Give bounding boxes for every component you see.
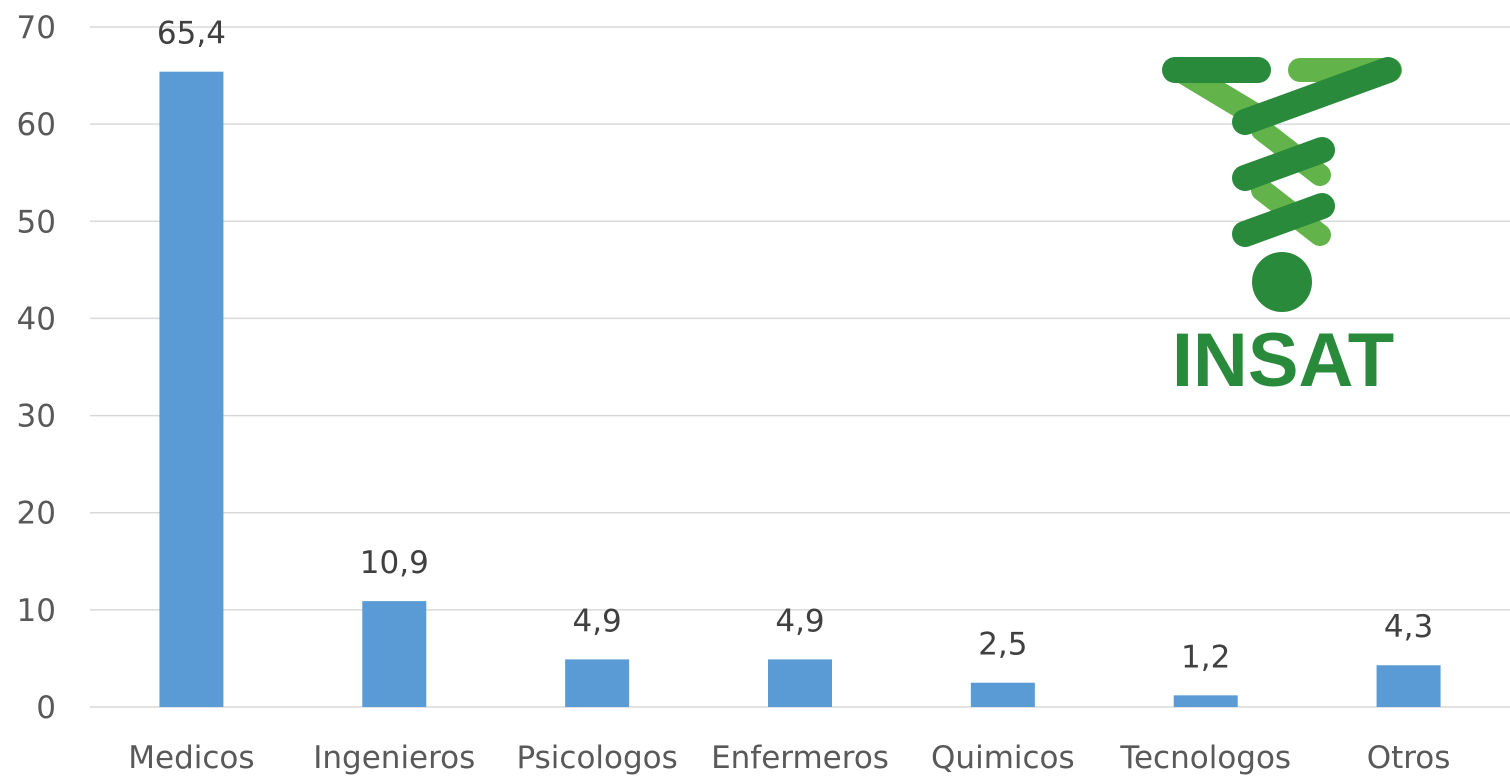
caduceus-icon bbox=[1162, 57, 1402, 312]
y-tick-label: 70 bbox=[17, 10, 56, 46]
bar bbox=[970, 682, 1035, 707]
bar bbox=[1376, 665, 1441, 707]
category-label: Otros bbox=[1367, 740, 1451, 776]
y-tick-label: 20 bbox=[17, 496, 56, 532]
y-tick-label: 0 bbox=[36, 690, 56, 726]
y-tick-label: 40 bbox=[17, 301, 56, 337]
y-tick-label: 60 bbox=[17, 107, 56, 143]
bar bbox=[159, 71, 224, 707]
y-tick-label: 10 bbox=[17, 593, 56, 629]
bar bbox=[768, 659, 832, 707]
data-labels: 65,4 10,9 4,9 4,9 2,5 1,2 4,3 bbox=[157, 16, 1433, 676]
bar bbox=[1173, 695, 1238, 707]
category-label: Psicologos bbox=[516, 740, 677, 776]
logo-text: INSAT bbox=[1172, 318, 1394, 403]
category-label: Quimicos bbox=[931, 740, 1075, 776]
category-labels: Medicos Ingenieros Psicologos Enfermeros Qui… bbox=[128, 740, 1450, 776]
grid-lines bbox=[90, 26, 1510, 708]
category-label: Ingenieros bbox=[313, 740, 475, 776]
data-label: 10,9 bbox=[360, 545, 429, 581]
y-axis-ticks: 0 10 20 30 40 50 60 70 bbox=[17, 10, 56, 726]
y-tick-label: 30 bbox=[17, 399, 56, 435]
bar bbox=[362, 601, 427, 707]
insat-logo: INSAT bbox=[1162, 57, 1402, 403]
y-tick-label: 50 bbox=[17, 204, 56, 240]
data-label: 4,9 bbox=[572, 603, 621, 639]
data-label: 1,2 bbox=[1181, 639, 1230, 675]
data-label: 2,5 bbox=[978, 627, 1027, 663]
bar bbox=[565, 659, 630, 707]
category-label: Medicos bbox=[128, 740, 254, 776]
bars bbox=[159, 71, 1441, 707]
data-label: 4,3 bbox=[1384, 609, 1433, 645]
category-label: Tecnologos bbox=[1119, 740, 1291, 776]
category-label: Enfermeros bbox=[711, 740, 889, 776]
data-label: 65,4 bbox=[157, 16, 226, 52]
data-label: 4,9 bbox=[775, 603, 824, 639]
